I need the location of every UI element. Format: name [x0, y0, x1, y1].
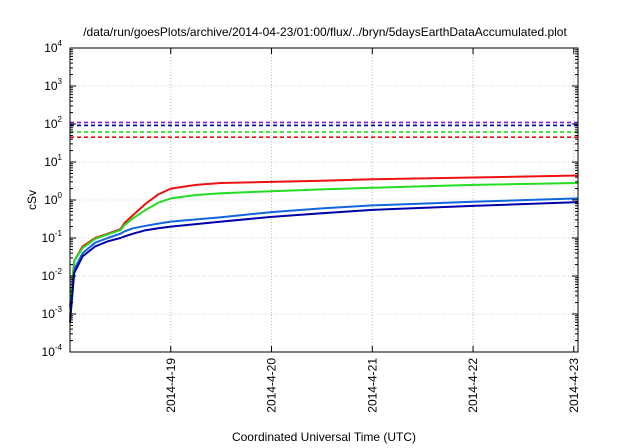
series-line-3 [69, 197, 579, 318]
x-tick-label: 2014-4-23 [567, 358, 581, 413]
y-tick-label: 103 [44, 77, 62, 93]
x-tick-label: 2014-4-21 [365, 358, 379, 413]
y-tick-label: 104 [44, 39, 62, 55]
y-tick-label: 10-1 [42, 229, 63, 245]
x-tick-label: 2014-4-20 [265, 358, 279, 413]
x-tick-label: 2014-4-22 [466, 358, 480, 413]
series-line-4 [69, 201, 579, 323]
y-tick-label: 10-2 [42, 267, 63, 283]
x-tick-label: 2014-4-19 [164, 358, 178, 413]
series-line-2 [69, 182, 579, 308]
y-tick-label: 100 [44, 191, 62, 207]
chart-title: /data/run/goesPlots/archive/2014-04-23/0… [83, 25, 567, 39]
series-line-1 [69, 174, 579, 308]
y-axis-label: cSv [25, 190, 39, 210]
grid-lines [70, 48, 578, 352]
data-series [69, 121, 579, 323]
y-tick-label: 10-4 [42, 343, 63, 359]
y-tick-label: 102 [44, 115, 62, 131]
x-axis-label: Coordinated Universal Time (UTC) [232, 430, 416, 444]
y-tick-label: 101 [44, 153, 62, 169]
y-tick-label: 10-3 [42, 305, 63, 321]
axis-ticks: 10-4 10-3 10-2 10-1 100 101 102 103 104 2014-4-19… [42, 39, 581, 413]
